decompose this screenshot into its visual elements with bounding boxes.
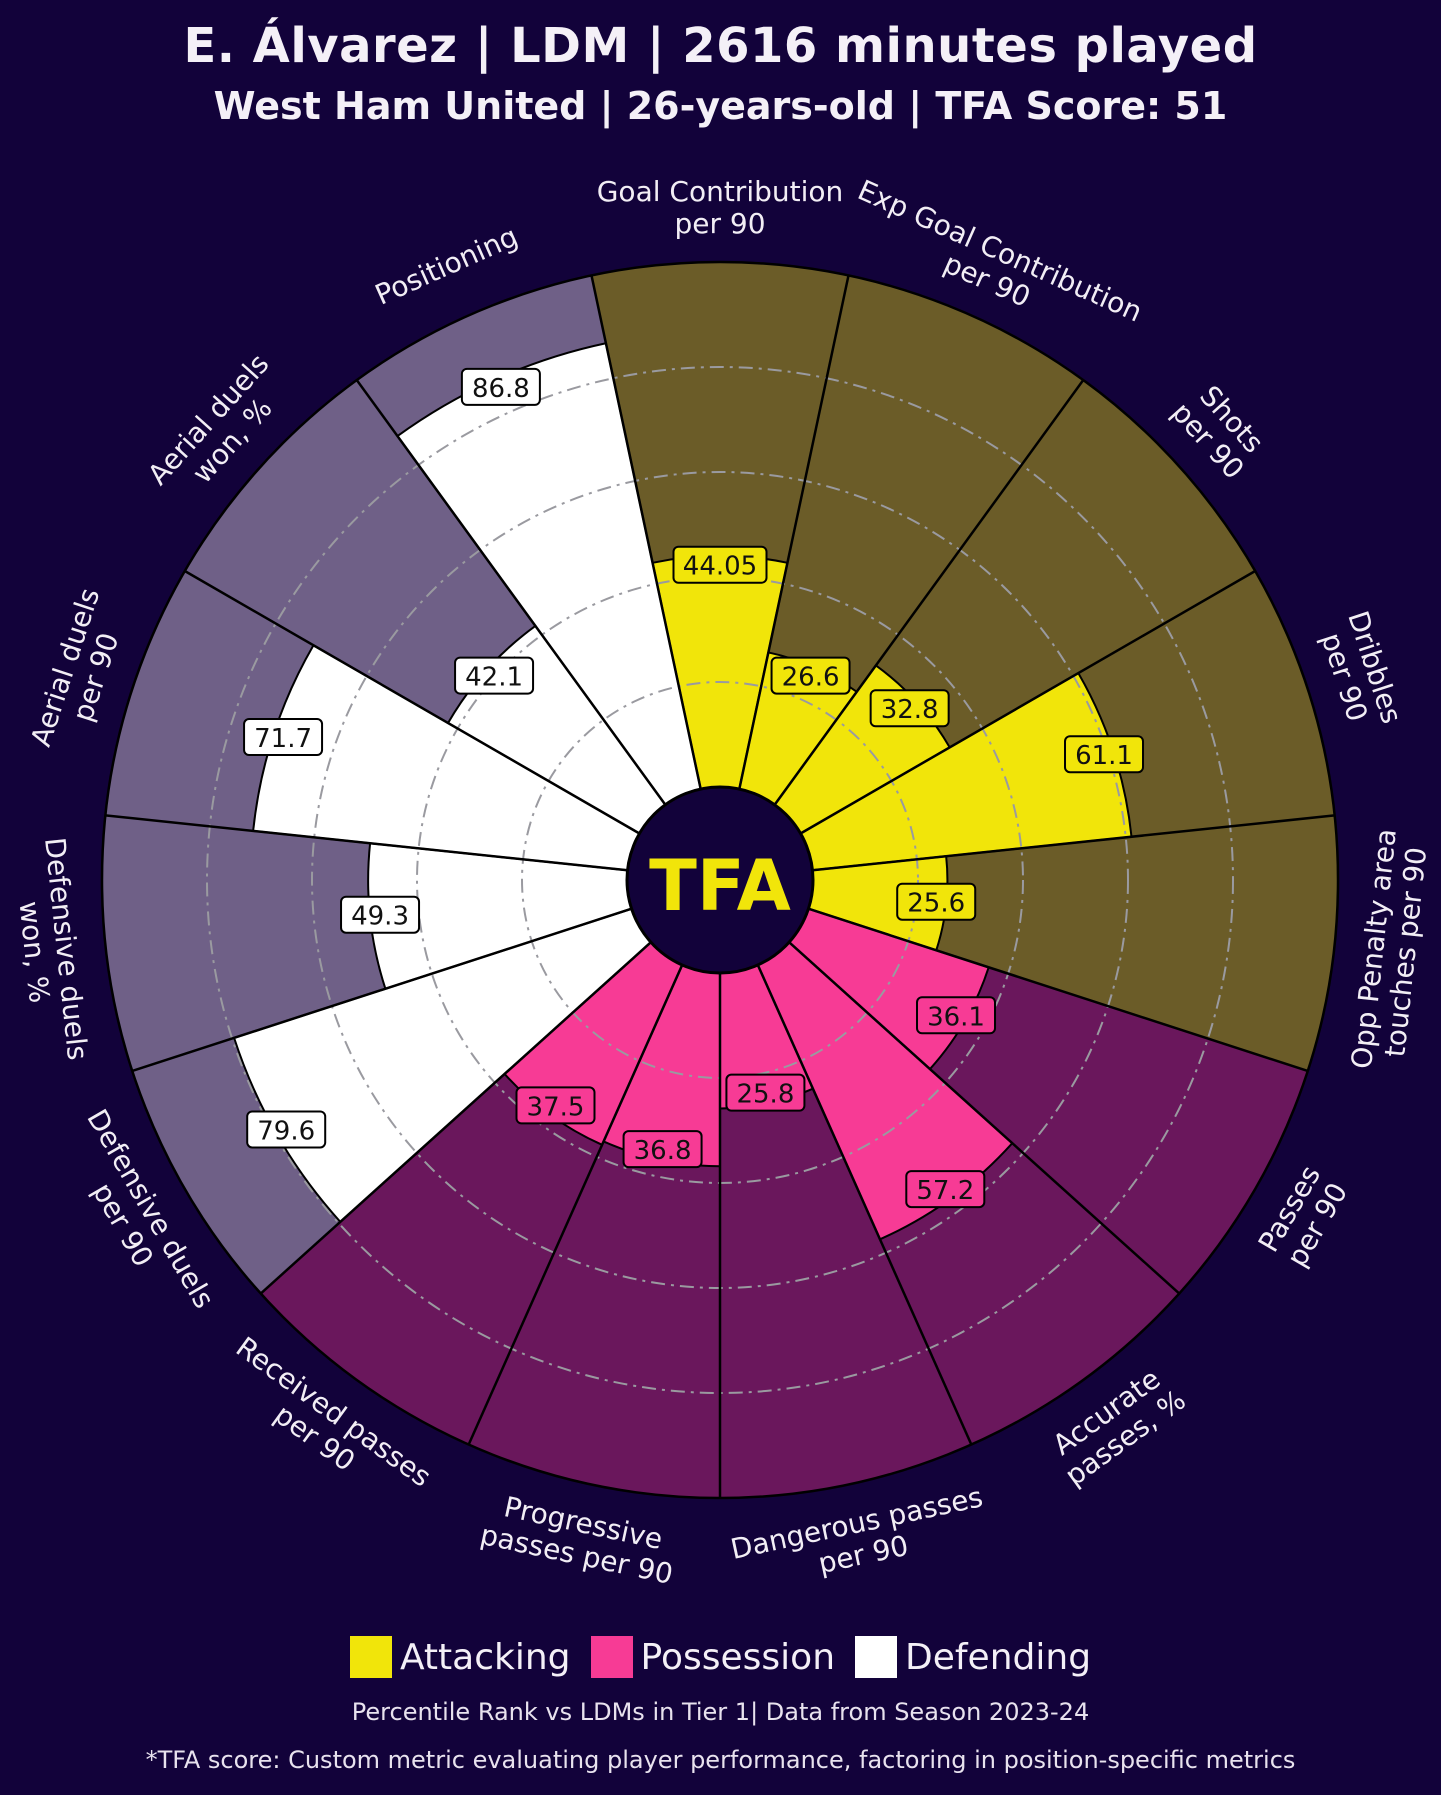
value-label: 44.05 [672, 545, 768, 584]
footnote-tfa-score: *TFA score: Custom metric evaluating pla… [145, 1746, 1296, 1774]
separator-line [355, 379, 667, 806]
center-circle [625, 785, 815, 975]
value-label-text: 36.1 [927, 1002, 985, 1032]
value-label-text: 32.8 [881, 695, 939, 725]
value-label-text: 49.3 [351, 902, 409, 932]
value-label-text: 71.7 [254, 724, 312, 754]
value-label-box [1064, 735, 1145, 774]
chart-subtitle: West Ham United | 26-years-old | TFA Sco… [213, 84, 1228, 128]
value-label-text: 57.2 [916, 1176, 974, 1206]
logo-text: TFA [649, 845, 791, 927]
separator-line [756, 964, 973, 1446]
value-label-box [340, 895, 421, 934]
value-label-box [725, 1073, 806, 1112]
metric-label: Positioning [370, 220, 523, 312]
value-bars [232, 342, 1133, 1241]
value-label-text: 42.1 [465, 663, 523, 693]
value-label-box [896, 882, 977, 921]
value-labels: 44.05 26.6 32.8 61.1 25.6 36.1 57.2 25.8 36.8 37.… [243, 367, 1145, 1209]
value-label-box [460, 367, 541, 406]
value-label-box [672, 545, 768, 584]
value-label-box [454, 656, 535, 695]
value-label: 36.1 [916, 996, 997, 1035]
value-label: 57.2 [905, 1170, 986, 1209]
legend-item-possession: Possession [590, 1636, 836, 1678]
separator-line [259, 941, 652, 1295]
center-logo: TFA [625, 785, 815, 975]
separator-line [131, 907, 632, 1073]
metric-label-line: Goal Contribution [597, 175, 844, 208]
outer-ring [100, 260, 1340, 1500]
separator-line [738, 275, 850, 790]
value-label-text: 25.6 [907, 889, 965, 919]
value-label-box [916, 996, 997, 1035]
radar-chart: TFA 44.05 26.6 32.8 61.1 25.6 36.1 57.2 25.8 36.… [13, 173, 1434, 1591]
separator-line [773, 379, 1085, 806]
separator-line [467, 964, 684, 1446]
separator-line [184, 569, 641, 835]
value-label-text: 44.05 [683, 552, 757, 582]
metric-label-line: Positioning [370, 220, 523, 312]
legend-swatch-defending [855, 1636, 898, 1678]
value-label-box [243, 718, 324, 757]
value-label: 42.1 [454, 656, 535, 695]
value-label: 71.7 [243, 718, 324, 757]
value-label-text: 26.6 [782, 663, 840, 693]
value-label-box [869, 689, 950, 728]
value-label-box [515, 1086, 596, 1125]
separator-line [105, 814, 628, 872]
value-label-text: 86.8 [472, 374, 530, 404]
value-label-text: 25.8 [736, 1080, 794, 1110]
value-label-text: 36.8 [634, 1136, 692, 1166]
value-label-box [905, 1170, 986, 1209]
legend-item-attacking: Attacking [349, 1636, 571, 1678]
value-label: 49.3 [340, 895, 421, 934]
value-label-box [770, 656, 851, 695]
value-label: 36.8 [622, 1130, 703, 1169]
value-label: 37.5 [515, 1086, 596, 1125]
legend-label-defending: Defending [905, 1636, 1092, 1678]
legend-item-defending: Defending [855, 1636, 1091, 1678]
metric-label-line: per 90 [674, 207, 765, 240]
value-label-text: 61.1 [1075, 741, 1133, 771]
legend-swatch-attacking [349, 1636, 392, 1678]
value-label: 26.6 [770, 656, 851, 695]
value-label-text: 37.5 [527, 1092, 585, 1122]
separator-line [812, 814, 1335, 872]
value-label: 86.8 [460, 367, 541, 406]
value-label-box [622, 1130, 703, 1169]
separator-line [808, 907, 1309, 1073]
value-label: 32.8 [869, 689, 950, 728]
value-label: 25.8 [725, 1073, 806, 1112]
value-label: 25.6 [896, 882, 977, 921]
separator-line [590, 275, 702, 790]
legend-label-attacking: Attacking [399, 1636, 571, 1678]
separator-line [788, 941, 1181, 1295]
footnote-data-source: Percentile Rank vs LDMs in Tier 1| Data … [351, 1698, 1090, 1726]
legend: Attacking Possession Defending [0, 1636, 1441, 1678]
separator-line [799, 569, 1256, 835]
separator-lines [100, 260, 1340, 1500]
value-label: 79.6 [246, 1110, 327, 1149]
chart-title: E. Álvarez | LDM | 2616 minutes played [183, 18, 1258, 74]
legend-swatch-possession [590, 1636, 633, 1678]
wedge-background [591, 262, 849, 790]
value-label-box [246, 1110, 327, 1149]
value-label-text: 79.6 [257, 1116, 315, 1146]
value-label: 61.1 [1064, 735, 1145, 774]
legend-label-possession: Possession [640, 1636, 836, 1678]
